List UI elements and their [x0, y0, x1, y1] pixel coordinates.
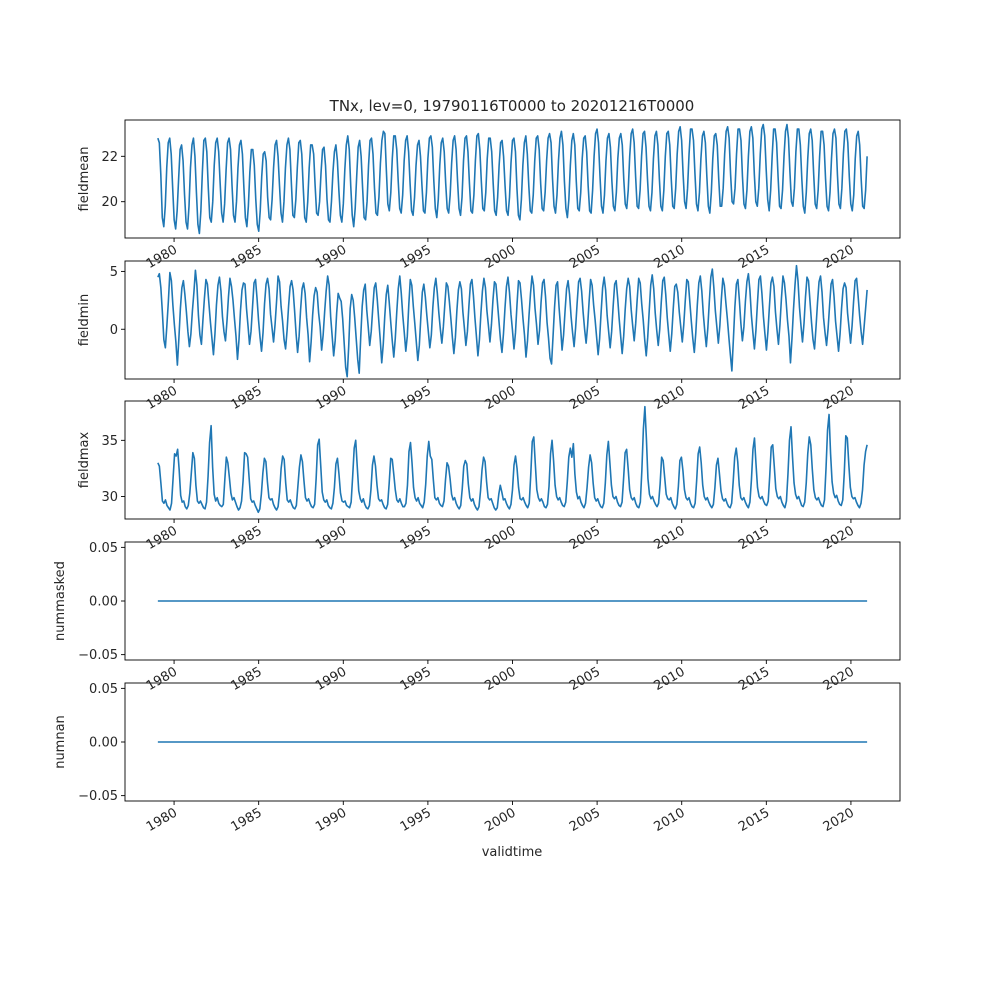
series-line-fieldmax: [157, 405, 868, 514]
y-tick-label: 5: [110, 265, 118, 280]
y-tick-label: 0.00: [89, 736, 118, 751]
y-tick-label: 20: [101, 195, 118, 210]
series-line-fieldmin: [157, 264, 868, 378]
y-tick-label: 0: [110, 323, 118, 338]
y-tick-label: −0.05: [78, 648, 118, 663]
y-axis-label: nummasked: [53, 561, 68, 641]
y-tick-label: 0.00: [89, 595, 118, 610]
y-axis-label: fieldmean: [77, 147, 92, 212]
y-tick-label: 0.05: [89, 682, 118, 697]
y-axis-label: numnan: [53, 715, 68, 769]
y-axis-label: fieldmin: [77, 294, 92, 347]
y-axis-label: fieldmax: [77, 432, 92, 489]
x-axis-label: validtime: [482, 845, 543, 860]
chart-title: TNx, lev=0, 19790116T0000 to 20201216T00…: [329, 97, 695, 115]
y-tick-label: 30: [101, 490, 118, 505]
series-line-fieldmean: [157, 123, 868, 235]
y-tick-label: 22: [101, 150, 118, 165]
y-tick-label: 0.05: [89, 541, 118, 556]
y-tick-label: −0.05: [78, 789, 118, 804]
y-tick-label: 35: [101, 434, 118, 449]
